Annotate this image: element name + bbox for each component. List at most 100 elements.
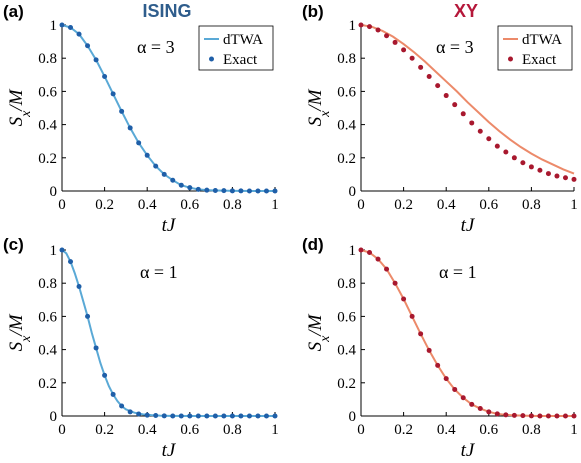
data-point: [384, 33, 390, 39]
data-point: [443, 376, 449, 382]
data-point: [418, 64, 424, 70]
y-axis-label: Sx/M: [305, 88, 333, 126]
panel-label: (c): [3, 235, 24, 254]
data-point: [153, 163, 159, 169]
data-point: [178, 413, 184, 419]
data-point: [195, 413, 201, 419]
y-tick-label: 1: [349, 18, 357, 34]
data-point: [452, 386, 458, 392]
y-tick-label: 0.2: [337, 376, 356, 392]
panel-label: (a): [3, 2, 24, 21]
data-point: [375, 256, 381, 262]
y-axis-label: Sx/M: [6, 88, 34, 126]
series-line-dtwa: [61, 249, 275, 417]
legend-point-marker: [209, 56, 214, 62]
data-point: [537, 413, 543, 419]
data-point: [153, 413, 159, 419]
data-point: [486, 409, 492, 415]
data-point: [238, 188, 244, 194]
data-point: [528, 413, 534, 419]
xy-title: XY: [454, 1, 478, 21]
y-tick-label: 0.6: [337, 309, 356, 325]
data-point: [212, 413, 218, 419]
data-point: [85, 43, 91, 49]
data-point: [272, 188, 278, 194]
legend: dTWA Exact: [198, 25, 274, 71]
data-point: [144, 152, 150, 158]
data-point: [562, 175, 568, 181]
data-point: [426, 347, 432, 353]
y-tick-label: 0: [349, 184, 357, 200]
x-tick-label: 0.2: [95, 197, 114, 213]
data-point: [76, 31, 82, 37]
x-tick-label: 0.6: [180, 197, 199, 213]
y-tick-label: 0: [50, 184, 58, 200]
data-point: [367, 249, 373, 255]
data-point: [246, 188, 252, 194]
data-point: [358, 22, 364, 28]
legend-box: [198, 25, 274, 71]
data-point: [469, 120, 475, 126]
y-tick-label: 0.2: [38, 151, 57, 167]
data-point: [195, 186, 201, 192]
data-point: [238, 413, 244, 419]
data-point: [545, 171, 551, 177]
data-point: [136, 140, 142, 146]
data-point: [127, 125, 133, 131]
data-point: [477, 406, 483, 412]
data-point: [178, 182, 184, 188]
data-point: [435, 83, 441, 89]
data-point: [161, 171, 167, 177]
data-point: [426, 73, 432, 79]
data-point: [170, 177, 176, 183]
y-tick-label: 0.2: [38, 376, 57, 392]
data-point: [110, 391, 116, 397]
data-point: [494, 411, 500, 417]
data-point: [392, 280, 398, 286]
x-tick-label: 0.4: [437, 422, 456, 438]
data-point: [229, 188, 235, 194]
data-point: [511, 155, 517, 161]
x-tick-label: 0.4: [138, 422, 157, 438]
legend: dTWA Exact: [497, 25, 573, 71]
data-point: [76, 284, 82, 290]
data-point: [460, 111, 466, 117]
x-tick-label: 0.8: [522, 422, 541, 438]
data-point: [392, 39, 398, 45]
data-point: [418, 331, 424, 337]
legend-entry-exact: Exact: [223, 52, 258, 68]
data-point: [144, 412, 150, 418]
x-tick-label: 0.6: [479, 197, 498, 213]
y-axis-label: Sx/M: [6, 313, 34, 351]
data-point: [562, 413, 568, 419]
y-tick-label: 0.6: [38, 84, 57, 100]
data-point: [119, 403, 125, 409]
y-tick-label: 0.2: [337, 151, 356, 167]
data-point: [204, 187, 210, 193]
data-point: [85, 313, 91, 319]
alpha-annotation: α = 3: [436, 37, 474, 57]
y-tick-label: 0.6: [337, 84, 356, 100]
data-point: [477, 128, 483, 134]
x-tick-label: 0.6: [180, 422, 199, 438]
data-point: [68, 259, 74, 265]
data-point: [358, 247, 364, 253]
data-point: [384, 266, 390, 272]
y-tick-label: 0.4: [38, 118, 57, 134]
data-point: [187, 413, 193, 419]
x-tick-label: 0.8: [223, 422, 242, 438]
data-point: [486, 136, 492, 142]
x-tick-label: 1: [271, 197, 279, 213]
data-point: [554, 413, 560, 419]
data-point: [263, 413, 269, 419]
y-tick-label: 0: [349, 409, 357, 425]
data-point: [528, 164, 534, 170]
data-point: [545, 413, 551, 419]
data-point: [59, 247, 65, 253]
data-point: [59, 22, 65, 28]
data-point: [460, 395, 466, 401]
x-tick-label: 0: [58, 422, 66, 438]
y-tick-label: 0.4: [38, 343, 57, 359]
data-point: [537, 167, 543, 173]
x-tick-label: 1: [271, 422, 279, 438]
